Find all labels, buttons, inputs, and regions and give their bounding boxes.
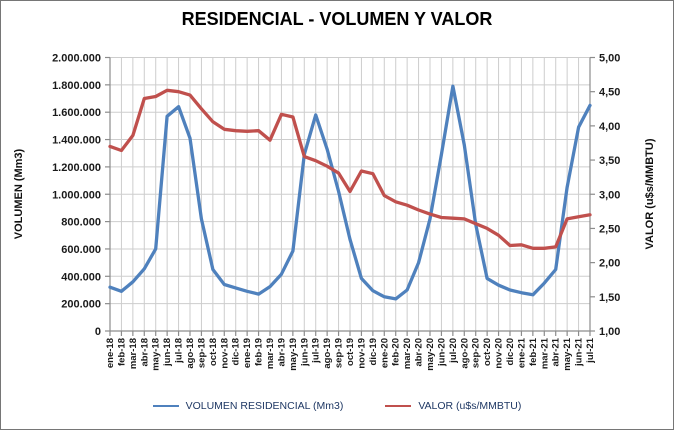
svg-text:mar-19: mar-19 bbox=[265, 338, 276, 369]
svg-text:sep-18: sep-18 bbox=[196, 338, 207, 368]
svg-text:ago-19: ago-19 bbox=[322, 338, 333, 369]
svg-text:ene-18: ene-18 bbox=[105, 338, 116, 368]
svg-text:1.000.000: 1.000.000 bbox=[52, 189, 101, 201]
legend-line-volumen-icon bbox=[152, 405, 179, 407]
svg-text:may-19: may-19 bbox=[288, 338, 299, 371]
svg-text:abr-19: abr-19 bbox=[276, 338, 287, 367]
svg-text:abr-21: abr-21 bbox=[551, 337, 562, 366]
svg-text:1.600.000: 1.600.000 bbox=[52, 107, 101, 119]
svg-text:sep-20: sep-20 bbox=[471, 338, 482, 368]
svg-text:jul-18: jul-18 bbox=[174, 338, 185, 364]
legend: VOLUMEN RESIDENCIAL (Mm3) VALOR (u$s/MMB… bbox=[0, 400, 674, 412]
svg-text:jun-21: jun-21 bbox=[574, 337, 585, 367]
svg-text:4,50: 4,50 bbox=[599, 87, 620, 99]
svg-text:feb-19: feb-19 bbox=[254, 338, 265, 366]
svg-text:may-18: may-18 bbox=[151, 338, 162, 371]
svg-text:3,50: 3,50 bbox=[599, 155, 620, 167]
right-axis-title: VALOR (u$s/MMBTU) bbox=[644, 138, 656, 250]
svg-text:600.000: 600.000 bbox=[61, 244, 101, 256]
svg-text:jul-19: jul-19 bbox=[311, 338, 322, 364]
svg-text:mar-18: mar-18 bbox=[128, 338, 139, 369]
svg-text:nov-19: nov-19 bbox=[356, 338, 367, 369]
svg-text:1.200.000: 1.200.000 bbox=[52, 162, 101, 174]
svg-text:3,00: 3,00 bbox=[599, 189, 620, 201]
svg-text:jun-20: jun-20 bbox=[436, 338, 447, 367]
svg-text:mar-21: mar-21 bbox=[539, 337, 550, 369]
svg-text:2,00: 2,00 bbox=[599, 258, 620, 270]
svg-text:nov-20: nov-20 bbox=[494, 338, 505, 369]
svg-text:ene-20: ene-20 bbox=[379, 338, 390, 368]
svg-text:sep-19: sep-19 bbox=[334, 338, 345, 368]
svg-text:jul-21: jul-21 bbox=[585, 337, 596, 364]
svg-text:mar-20: mar-20 bbox=[402, 338, 413, 369]
svg-text:ene-21: ene-21 bbox=[516, 337, 527, 368]
svg-text:2.000.000: 2.000.000 bbox=[52, 53, 101, 65]
svg-text:dic-19: dic-19 bbox=[368, 338, 379, 365]
svg-text:ago-20: ago-20 bbox=[459, 338, 470, 369]
svg-text:200.000: 200.000 bbox=[61, 299, 101, 311]
svg-text:may-21: may-21 bbox=[562, 337, 573, 370]
svg-text:1.800.000: 1.800.000 bbox=[52, 80, 101, 92]
legend-item-valor: VALOR (u$s/MMBTU) bbox=[385, 400, 521, 412]
svg-text:abr-18: abr-18 bbox=[139, 338, 150, 367]
svg-text:2,50: 2,50 bbox=[599, 223, 620, 235]
gridlines bbox=[109, 57, 591, 332]
svg-text:feb-18: feb-18 bbox=[116, 338, 127, 366]
svg-text:oct-18: oct-18 bbox=[208, 338, 219, 366]
svg-text:oct-20: oct-20 bbox=[482, 338, 493, 366]
volumen-line bbox=[108, 84, 592, 301]
svg-text:ene-19: ene-19 bbox=[242, 338, 253, 368]
axes bbox=[105, 56, 595, 336]
legend-item-volumen: VOLUMEN RESIDENCIAL (Mm3) bbox=[152, 400, 344, 412]
svg-text:400.000: 400.000 bbox=[61, 271, 101, 283]
svg-text:may-20: may-20 bbox=[425, 338, 436, 371]
legend-label-valor: VALOR (u$s/MMBTU) bbox=[418, 400, 522, 412]
left-axis-title: VOLUMEN (Mm3) bbox=[13, 148, 25, 240]
svg-text:jun-18: jun-18 bbox=[162, 338, 173, 367]
svg-text:abr-20: abr-20 bbox=[414, 338, 425, 367]
svg-text:oct-19: oct-19 bbox=[345, 338, 356, 366]
svg-text:0: 0 bbox=[95, 326, 101, 338]
svg-text:dic-20: dic-20 bbox=[505, 338, 516, 365]
tick-labels: 2.000.000 1.800.000 1.600.000 1.400.000 1.20… bbox=[52, 53, 620, 371]
svg-text:feb-21: feb-21 bbox=[528, 337, 539, 366]
legend-line-valor-icon bbox=[385, 405, 412, 407]
svg-text:4,00: 4,00 bbox=[599, 121, 620, 133]
svg-text:jun-19: jun-19 bbox=[299, 338, 310, 367]
chart-title: RESIDENCIAL - VOLUMEN Y VALOR bbox=[181, 9, 493, 29]
svg-text:jul-20: jul-20 bbox=[448, 338, 459, 364]
svg-text:feb-20: feb-20 bbox=[391, 338, 402, 366]
valor-line bbox=[108, 88, 592, 250]
svg-text:800.000: 800.000 bbox=[61, 217, 101, 229]
svg-text:dic-18: dic-18 bbox=[231, 338, 242, 365]
svg-text:1,50: 1,50 bbox=[599, 292, 620, 304]
legend-label-volumen: VOLUMEN RESIDENCIAL (Mm3) bbox=[185, 400, 344, 412]
svg-text:5,00: 5,00 bbox=[599, 53, 620, 65]
svg-text:1.400.000: 1.400.000 bbox=[52, 135, 101, 147]
svg-text:nov-18: nov-18 bbox=[219, 338, 230, 369]
svg-text:1,00: 1,00 bbox=[599, 326, 620, 338]
svg-text:ago-18: ago-18 bbox=[185, 338, 196, 369]
